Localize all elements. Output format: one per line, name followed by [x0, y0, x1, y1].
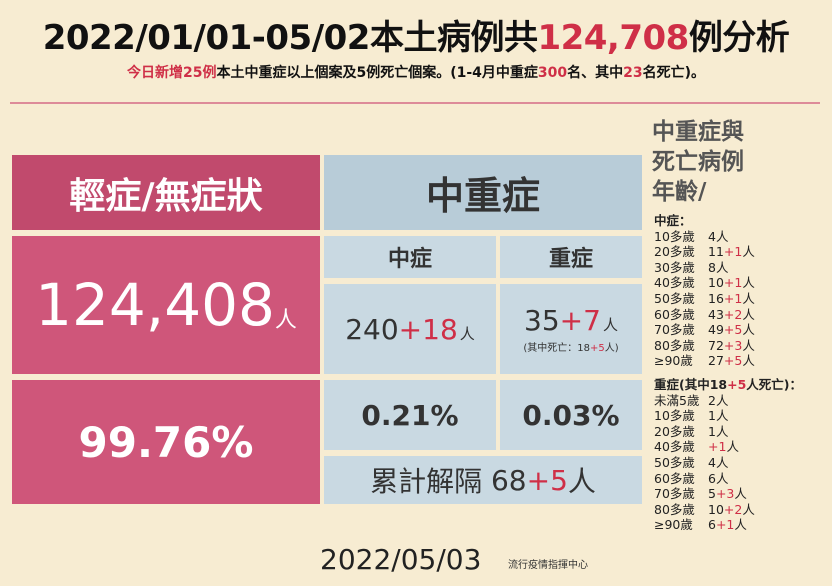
age-row: 70多歲 49+5人 [654, 322, 802, 338]
age-label: 40多歲 [654, 275, 695, 291]
mild-header: 輕症/無症狀 [12, 155, 320, 230]
age-row: 80多歲 72+3人 [654, 338, 802, 354]
moderate-age-header: 中症： [654, 213, 692, 228]
age-unit: 人 [742, 275, 755, 291]
age-label: ≥90歲 [654, 517, 693, 533]
age-row: 40多歲 +1人 [654, 439, 802, 455]
age-count: 43 [708, 306, 724, 322]
critical-age-header: 重症(其中18+5人死亡)： [654, 376, 802, 392]
age-count: 6 [708, 517, 716, 533]
critical-age-rows: 未滿5歲 2人 10多歲 1人 20多歲 1人 40多歲 +1人 50多歲 4人 60多歲 6人 70多… [654, 393, 802, 533]
age-unit: 人 [726, 439, 739, 455]
age-count: 16 [708, 290, 724, 306]
age-count: 2人 [708, 392, 729, 408]
age-row: 20多歲 11+1人 [654, 244, 802, 260]
age-row: 50多歲 16+1人 [654, 291, 802, 307]
moderate-label: 中症 [324, 236, 496, 278]
divider [10, 102, 820, 104]
severe-header: 中重症 [324, 155, 642, 230]
age-count: 4人 [708, 454, 729, 470]
mild-count: 124,408 人 [12, 236, 320, 374]
age-row: 30多歲 8人 [654, 260, 802, 276]
age-breakdown-title: 中重症與 死亡病例 年齡/ [652, 119, 744, 205]
age-unit: 人 [734, 486, 747, 502]
age-row: 60多歲 43+2人 [654, 307, 802, 323]
age-label: 50多歲 [654, 454, 695, 470]
age-label: ≥90歲 [654, 353, 693, 369]
page-title: 2022/01/01-05/02本土病例共124,708例分析 [42, 18, 790, 58]
age-label: 60多歲 [654, 470, 695, 486]
age-count: 4人 [708, 228, 729, 244]
age-label: 70多歲 [654, 486, 695, 502]
moderate-age-rows: 10多歲 4人 20多歲 11+1人 30多歲 8人 40多歲 10+1人 50多歲 16+1人 6… [654, 229, 802, 369]
age-label: 10多歲 [654, 228, 695, 244]
report-date: 2022/05/03 [320, 543, 482, 576]
age-count: 11 [708, 244, 724, 260]
age-row: 40多歲 10+1人 [654, 275, 802, 291]
age-row: ≥90歲 6+1人 [654, 517, 802, 533]
age-count: 1人 [708, 423, 729, 439]
age-label: 50多歲 [654, 290, 695, 306]
age-count-added: +1 [723, 275, 743, 291]
age-count-added: +1 [708, 439, 727, 455]
age-label: 80多歲 [654, 337, 695, 353]
age-unit: 人 [742, 322, 755, 338]
age-row: 50多歲 4人 [654, 455, 802, 471]
age-row: 10多歲 1人 [654, 408, 802, 424]
age-count: 10 [708, 275, 724, 291]
age-unit: 人 [742, 501, 755, 517]
critical-count: 35 +7 人 (其中死亡：18+5人) [500, 284, 642, 374]
age-count-added: +2 [723, 306, 743, 322]
total-cases: 124,708 [537, 18, 689, 58]
age-label: 20多歲 [654, 244, 695, 260]
age-count: 10 [708, 501, 724, 517]
age-count: 49 [708, 322, 724, 338]
age-unit: 人 [742, 353, 755, 369]
age-label: 70多歲 [654, 322, 695, 338]
critical-death-note: (其中死亡：18+5人) [523, 343, 619, 354]
age-count-added: +1 [723, 290, 743, 306]
age-row: 60多歲 6人 [654, 471, 802, 487]
age-count: 1人 [708, 408, 729, 424]
age-unit: 人 [742, 290, 755, 306]
age-label: 未滿5歲 [654, 392, 700, 408]
age-count: 27 [708, 353, 724, 369]
age-count: 6人 [708, 470, 729, 486]
age-label: 10多歲 [654, 408, 695, 424]
age-count-added: +5 [723, 322, 743, 338]
age-row: 未滿5歲 2人 [654, 393, 802, 409]
age-label: 30多歲 [654, 259, 695, 275]
age-label: 60多歲 [654, 306, 695, 322]
age-count: 72 [708, 337, 724, 353]
age-unit: 人 [742, 244, 755, 260]
age-unit: 人 [734, 517, 747, 533]
age-count-added: +1 [715, 517, 735, 533]
age-count: 8人 [708, 259, 729, 275]
isolation-released: 累計解隔 68 +5 人 [324, 456, 642, 504]
age-count: 5 [708, 486, 716, 502]
moderate-percent: 0.21% [324, 380, 496, 450]
age-label: 20多歲 [654, 423, 695, 439]
age-row: 10多歲 4人 [654, 229, 802, 245]
age-label: 80多歲 [654, 501, 695, 517]
age-breakdown-list: 中症： 10多歲 4人 20多歲 11+1人 30多歲 8人 40多歲 10+1人 50多歲 16… [654, 213, 802, 533]
age-label: 40多歲 [654, 439, 695, 455]
source-credit: 流行疫情指揮中心 [508, 560, 588, 571]
age-row: 70多歲 5+3人 [654, 486, 802, 502]
age-unit: 人 [742, 306, 755, 322]
age-count-added: +3 [723, 337, 743, 353]
critical-percent: 0.03% [500, 380, 642, 450]
moderate-count: 240 +18 人 [324, 284, 496, 374]
age-count-added: +1 [723, 244, 743, 260]
age-count-added: +3 [715, 486, 735, 502]
age-row: 80多歲 10+2人 [654, 502, 802, 518]
age-row: 20多歲 1人 [654, 424, 802, 440]
critical-label: 重症 [500, 236, 642, 278]
age-row: ≥90歲 27+5人 [654, 353, 802, 369]
mild-percent: 99.76% [12, 380, 320, 504]
age-unit: 人 [742, 337, 755, 353]
page-subtitle: 今日新增25例本土中重症以上個案及5例死亡個案。(1-4月中重症300名、其中2… [126, 65, 706, 81]
age-count-added: +2 [723, 501, 743, 517]
age-count-added: +5 [723, 353, 743, 369]
